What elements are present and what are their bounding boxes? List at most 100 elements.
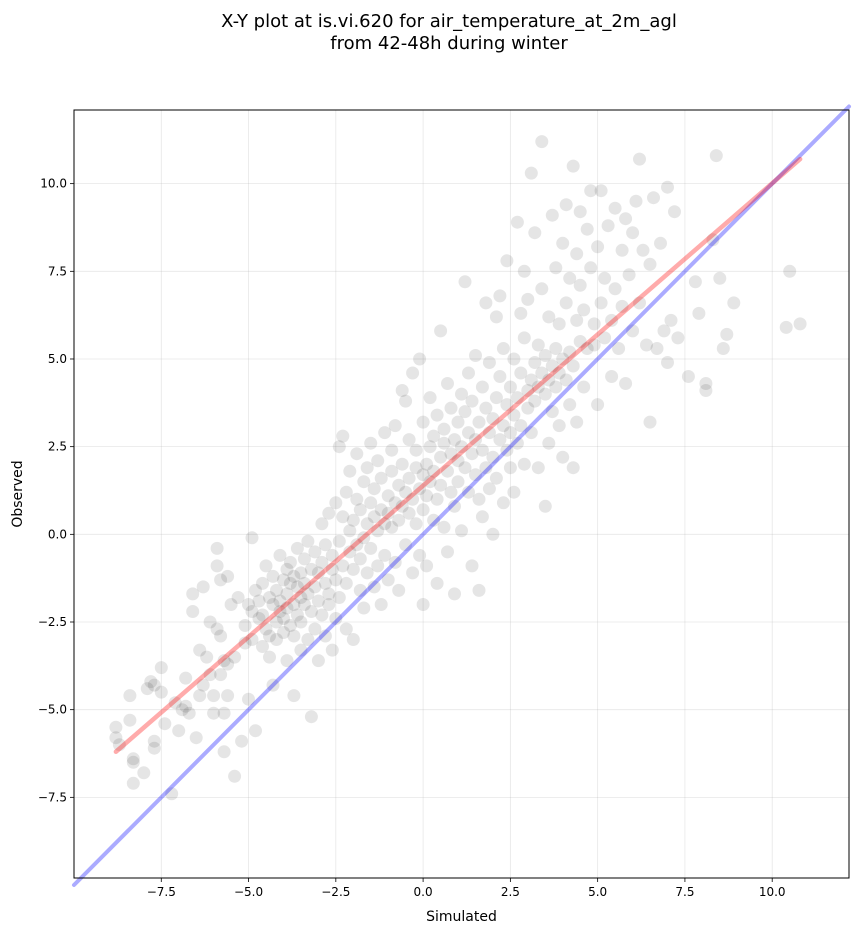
data-point [626, 324, 640, 338]
data-point [203, 668, 217, 682]
data-point [266, 598, 280, 611]
data-point [238, 619, 252, 632]
plot-frame [73, 109, 850, 879]
data-point [147, 741, 161, 755]
data-point [378, 426, 392, 440]
data-point [147, 678, 161, 692]
data-point [235, 734, 249, 748]
data-point [503, 380, 517, 394]
data-point [315, 608, 329, 622]
data-point [437, 436, 451, 450]
data-point [388, 555, 402, 569]
data-point [619, 377, 633, 390]
data-point [434, 450, 448, 464]
data-point [297, 576, 311, 590]
data-point [395, 384, 409, 397]
data-point [482, 426, 496, 440]
data-point [556, 236, 570, 250]
data-point [423, 391, 437, 405]
data-point [556, 450, 570, 464]
data-point [594, 296, 608, 310]
data-point [430, 492, 444, 506]
data-point [221, 657, 235, 671]
data-point [283, 576, 297, 590]
data-point [392, 478, 406, 492]
data-point [448, 587, 461, 601]
data-point [179, 699, 193, 713]
data-point [531, 461, 545, 475]
data-point [109, 720, 123, 734]
data-point [448, 433, 461, 447]
scatter-points [109, 135, 807, 801]
data-point [556, 352, 570, 366]
data-point [311, 594, 325, 608]
data-point [619, 212, 633, 226]
data-point [444, 401, 458, 415]
data-point [517, 264, 531, 278]
data-point [245, 531, 259, 545]
data-point [538, 349, 552, 362]
y-axis-label: Observed [10, 460, 26, 527]
data-point [304, 710, 318, 724]
data-point [420, 559, 434, 573]
data-point [385, 464, 399, 478]
data-point [430, 408, 444, 422]
data-point [514, 306, 528, 320]
data-point [318, 576, 332, 590]
data-point [626, 226, 640, 240]
data-point [416, 468, 430, 482]
data-point [214, 629, 228, 643]
data-point [451, 475, 465, 489]
data-point [416, 598, 430, 611]
y-tick-label: 2.5 [48, 440, 67, 454]
data-point [374, 471, 388, 485]
data-point [517, 457, 531, 471]
data-point [137, 766, 151, 780]
data-point [263, 629, 276, 643]
data-point [325, 548, 339, 562]
data-point [500, 443, 514, 457]
data-point [535, 366, 549, 380]
data-point [531, 338, 545, 352]
data-point [210, 559, 224, 573]
data-point [692, 306, 706, 320]
data-point [528, 394, 542, 408]
data-point [371, 454, 385, 468]
data-point [671, 331, 685, 345]
data-point [367, 580, 381, 594]
data-point [287, 689, 301, 703]
data-point [489, 391, 503, 405]
data-point [266, 569, 280, 583]
data-point [437, 422, 451, 436]
data-point [290, 541, 304, 555]
data-point [448, 499, 461, 513]
data-point [479, 461, 493, 475]
data-point [311, 566, 325, 580]
data-point [542, 436, 556, 450]
data-point [388, 419, 402, 433]
data-point [615, 299, 629, 313]
data-point [552, 366, 566, 380]
data-point [399, 394, 413, 408]
data-point [640, 338, 653, 352]
data-point [413, 352, 427, 366]
data-point [186, 587, 200, 601]
data-point [395, 457, 409, 471]
data-point [280, 562, 294, 576]
data-point [280, 654, 294, 668]
data-point [493, 289, 507, 303]
chart-title-line-1: X-Y plot at is.vi.620 for air_temperatur… [221, 11, 677, 32]
data-point [437, 520, 451, 534]
data-point [374, 598, 388, 611]
data-point [654, 236, 667, 250]
data-point [594, 184, 608, 198]
y-tick-label: −2.5 [38, 615, 67, 629]
data-point [469, 349, 482, 362]
data-point [531, 380, 545, 394]
data-point [552, 317, 566, 331]
data-point [706, 233, 720, 247]
data-point [336, 429, 350, 443]
data-point [207, 689, 221, 703]
data-point [325, 562, 339, 576]
